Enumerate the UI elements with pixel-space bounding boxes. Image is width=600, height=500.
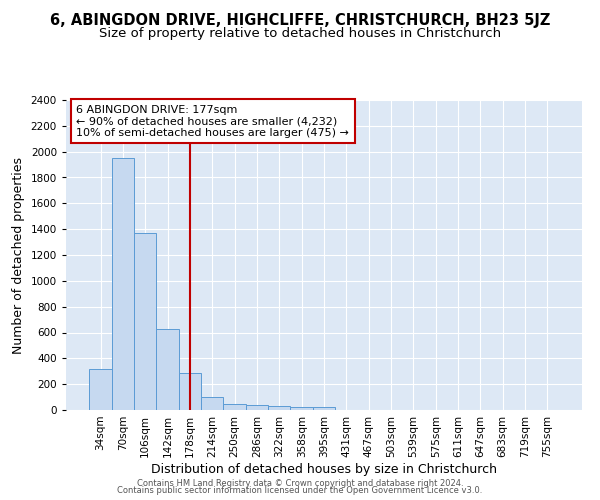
Text: 6 ABINGDON DRIVE: 177sqm
← 90% of detached houses are smaller (4,232)
10% of sem: 6 ABINGDON DRIVE: 177sqm ← 90% of detach… bbox=[76, 104, 349, 138]
Bar bbox=[268, 406, 290, 410]
Bar bbox=[201, 397, 223, 410]
Text: Contains public sector information licensed under the Open Government Licence v3: Contains public sector information licen… bbox=[118, 486, 482, 495]
Bar bbox=[246, 406, 268, 410]
Bar bbox=[313, 408, 335, 410]
Text: Contains HM Land Registry data © Crown copyright and database right 2024.: Contains HM Land Registry data © Crown c… bbox=[137, 478, 463, 488]
Text: Size of property relative to detached houses in Christchurch: Size of property relative to detached ho… bbox=[99, 28, 501, 40]
Y-axis label: Number of detached properties: Number of detached properties bbox=[12, 156, 25, 354]
Bar bbox=[89, 368, 112, 410]
X-axis label: Distribution of detached houses by size in Christchurch: Distribution of detached houses by size … bbox=[151, 462, 497, 475]
Bar bbox=[112, 158, 134, 410]
Bar bbox=[179, 372, 201, 410]
Bar bbox=[290, 408, 313, 410]
Bar bbox=[134, 233, 157, 410]
Text: 6, ABINGDON DRIVE, HIGHCLIFFE, CHRISTCHURCH, BH23 5JZ: 6, ABINGDON DRIVE, HIGHCLIFFE, CHRISTCHU… bbox=[50, 12, 550, 28]
Bar bbox=[223, 404, 246, 410]
Bar bbox=[157, 328, 179, 410]
